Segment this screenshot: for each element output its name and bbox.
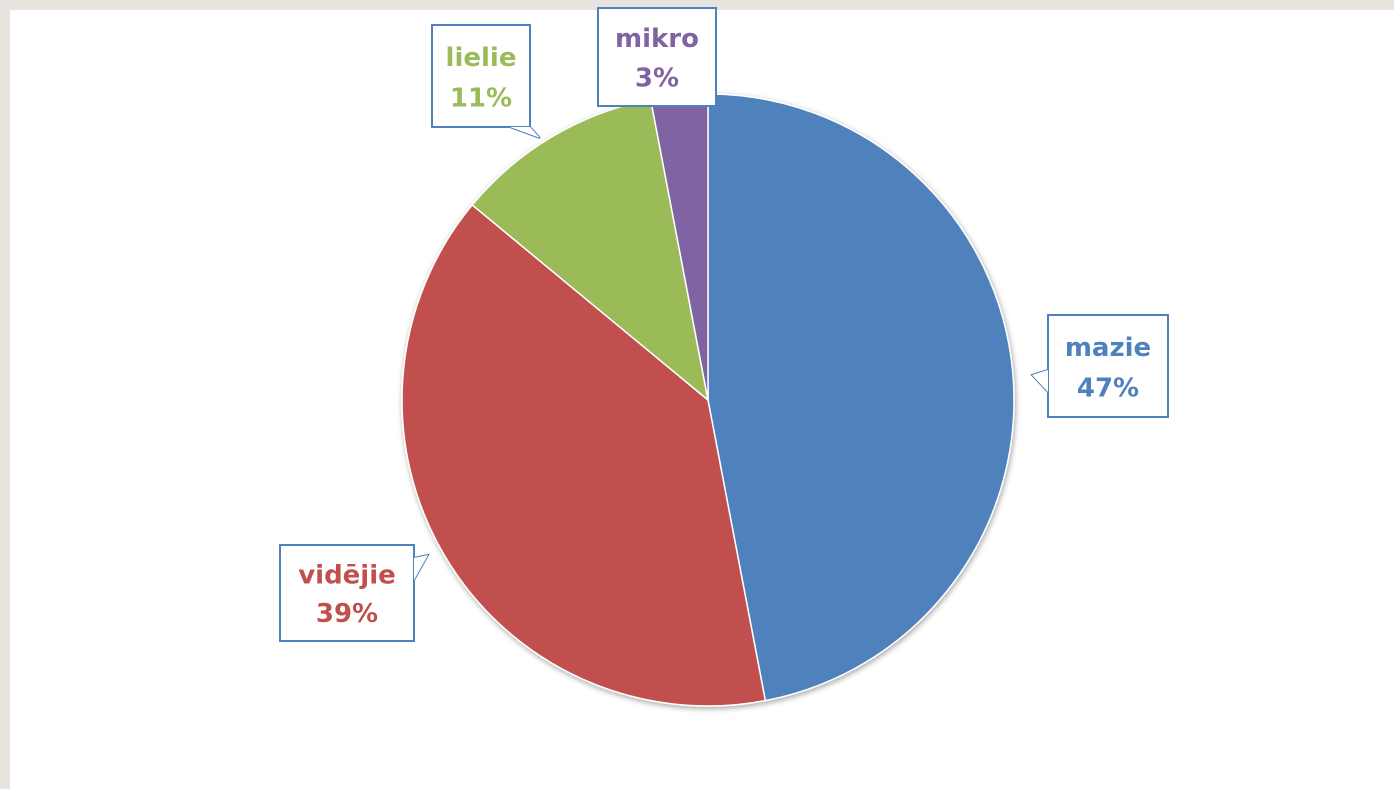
data-label-category: vidējie: [298, 560, 396, 590]
data-label-percent: 47%: [1077, 374, 1139, 404]
data-label-category: mikro: [615, 24, 699, 54]
callout-box: [431, 24, 531, 128]
data-label-category: mazie: [1065, 333, 1151, 363]
data-label-percent: 3%: [635, 63, 679, 93]
pie-slice-mazie: [707, 93, 1015, 702]
data-label-mikro: mikro 3%: [597, 7, 717, 107]
callout-pointer-fill: [1032, 370, 1048, 392]
data-label-category: lielie: [446, 43, 517, 73]
data-label-percent: 11%: [450, 84, 512, 114]
data-label-percent: 39%: [316, 599, 378, 629]
data-label-callouts: mazie 47% vidējie 39% lielie 11% mikro 3%: [279, 7, 1169, 642]
data-label-mazie: mazie 47%: [1030, 314, 1169, 418]
callout-pointer-fill: [414, 555, 428, 580]
callout-pointer-fill: [510, 127, 540, 138]
callout-box: [1047, 314, 1169, 418]
callout-box: [597, 7, 717, 107]
pie-slices: [401, 93, 1015, 707]
data-label-lielie: lielie 11%: [431, 24, 541, 139]
callout-box: [279, 544, 415, 642]
pie-slice-vidējie: [401, 203, 767, 707]
data-label-vidējie: vidējie 39%: [279, 544, 430, 642]
